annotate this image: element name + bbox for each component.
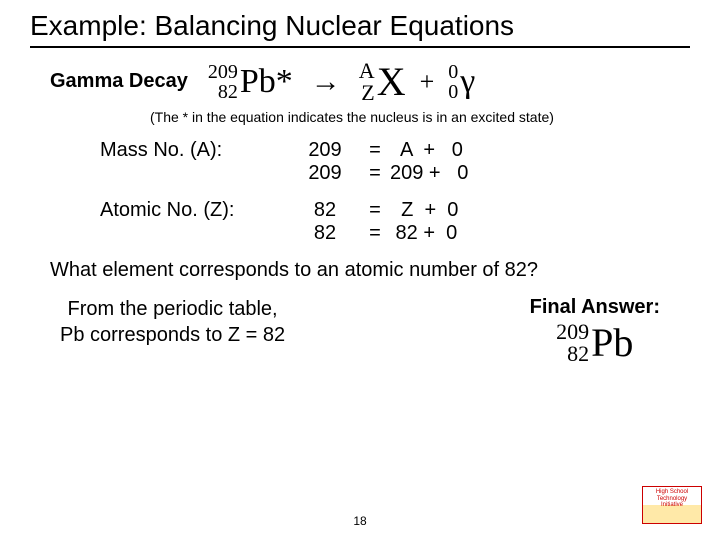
mass-label: Mass No. (A): bbox=[100, 139, 290, 162]
atomic-number-calc: Atomic No. (Z): 82 = Z + 0 82 = 82 + 0 bbox=[100, 199, 690, 245]
daughter-symbol: X bbox=[377, 58, 406, 105]
daughter-mass: A bbox=[359, 60, 375, 82]
plus-sign: + bbox=[420, 67, 435, 97]
final-answer-block: Final Answer: 209 82 Pb bbox=[530, 296, 660, 366]
nuclide-gamma: 0 0 γ bbox=[448, 62, 475, 102]
parent-atomic: 82 bbox=[218, 82, 238, 102]
page-number: 18 bbox=[353, 514, 366, 528]
equals-sign: = bbox=[360, 199, 390, 222]
final-mass: 209 bbox=[556, 321, 589, 343]
gamma-mass: 0 bbox=[448, 62, 458, 82]
slide: Example: Balancing Nuclear Equations Gam… bbox=[0, 0, 720, 540]
mass-rhs-2: 209 + 0 bbox=[390, 162, 570, 185]
final-answer-label: Final Answer: bbox=[530, 296, 660, 319]
decay-type-label: Gamma Decay bbox=[50, 70, 188, 93]
atomic-label: Atomic No. (Z): bbox=[100, 199, 290, 222]
mass-lhs-1: 209 bbox=[290, 139, 360, 162]
excited-state-note: (The * in the equation indicates the nuc… bbox=[150, 109, 690, 125]
final-symbol: Pb bbox=[591, 319, 633, 366]
equals-sign: = bbox=[360, 139, 390, 162]
gamma-atomic: 0 bbox=[448, 82, 458, 102]
daughter-atomic: Z bbox=[361, 82, 374, 104]
equation-row: Gamma Decay 209 82 Pb* → A Z X + 0 bbox=[30, 58, 690, 105]
bottom-row: From the periodic table, Pb corresponds … bbox=[60, 296, 660, 366]
equals-sign: = bbox=[360, 222, 390, 245]
parent-mass: 209 bbox=[208, 62, 238, 82]
nuclide-parent: 209 82 Pb* bbox=[208, 62, 293, 102]
pt-line1: From the periodic table, bbox=[68, 298, 278, 320]
reaction-arrow: → bbox=[311, 65, 341, 99]
periodic-table-note: From the periodic table, Pb corresponds … bbox=[60, 296, 285, 348]
final-atomic: 82 bbox=[567, 343, 589, 365]
mass-lhs-2: 209 bbox=[290, 162, 360, 185]
final-nuclide: 209 82 Pb bbox=[556, 319, 633, 366]
nuclear-equation: 209 82 Pb* → A Z X + 0 0 γ bbox=[208, 58, 475, 105]
equals-sign: = bbox=[360, 162, 390, 185]
atomic-lhs-1: 82 bbox=[290, 199, 360, 222]
gamma-symbol: γ bbox=[460, 63, 475, 101]
parent-symbol: Pb* bbox=[240, 63, 293, 101]
mass-rhs-1: A + 0 bbox=[390, 139, 570, 162]
element-question: What element corresponds to an atomic nu… bbox=[50, 259, 670, 282]
pt-line2: Pb corresponds to Z = 82 bbox=[60, 324, 285, 346]
hsti-logo: High School Technology Initiative bbox=[642, 486, 702, 524]
slide-title: Example: Balancing Nuclear Equations bbox=[30, 10, 690, 48]
atomic-lhs-2: 82 bbox=[290, 222, 360, 245]
atomic-rhs-1: Z + 0 bbox=[390, 199, 570, 222]
nuclide-daughter: A Z X bbox=[359, 58, 406, 105]
mass-number-calc: Mass No. (A): 209 = A + 0 209 = 209 + 0 bbox=[100, 139, 690, 185]
atomic-rhs-2: 82 + 0 bbox=[390, 222, 570, 245]
